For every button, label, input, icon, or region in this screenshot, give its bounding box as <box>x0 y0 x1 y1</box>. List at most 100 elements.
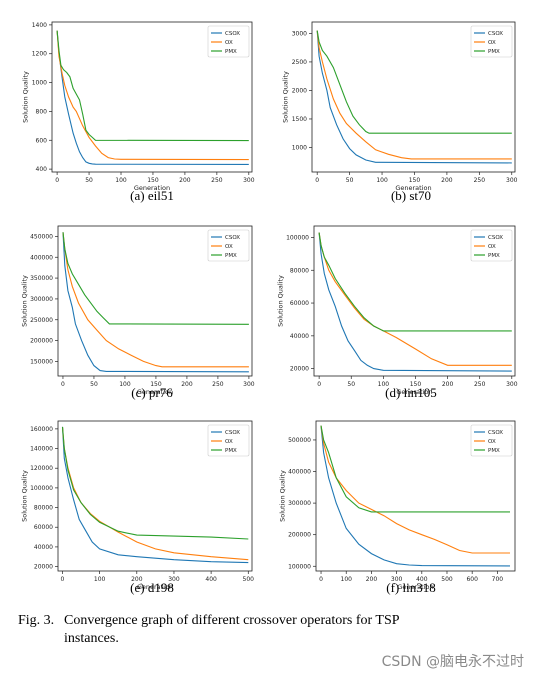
chart-3-xtick-label: 0 <box>317 381 321 388</box>
chart-1-xtick-label: 50 <box>346 177 354 184</box>
chart-1-legend-label-ox: OX <box>488 40 496 46</box>
chart-3-series-pmx-line <box>318 232 512 332</box>
subcaption-pr76: (c) pr76 <box>131 385 173 400</box>
chart-3-legend-label-csox: CSOX <box>488 235 503 241</box>
chart-2-frame <box>57 225 253 377</box>
chart-4-xtick-label: 400 <box>205 576 217 583</box>
chart-lin318: 0 100 200 300 400 500 600 700 100000 200000 300000… <box>278 420 516 591</box>
chart-2-legend-label-ox: OX <box>225 244 233 250</box>
chart-1-xtick-label: 150 <box>409 177 421 184</box>
chart-1-xtick-label: 0 <box>315 177 319 184</box>
chart-3-ytick-label: 40000 <box>290 333 309 340</box>
subcaption-eil51: (a) eil51 <box>130 188 174 203</box>
chart-5-ytick-label: 400000 <box>288 469 311 476</box>
chart-3-ylabel: Solution Quality <box>276 275 284 327</box>
chart-3-ytick-label: 20000 <box>290 366 309 373</box>
chart-lin105-svg: 0 50 100 150 200 250 300 20000 40000 60000 80000 10… <box>276 225 518 396</box>
chart-d198: 0 100 200 300 400 500 20000 40000 60000 80000 1000… <box>20 420 254 591</box>
chart-4-ytick-label: 100000 <box>30 485 53 492</box>
chart-1-xtick-label: 100 <box>376 177 388 184</box>
chart-4-legend-label-ox: OX <box>225 439 233 445</box>
chart-0-legend-box <box>207 25 250 58</box>
chart-1-frame <box>311 21 516 173</box>
chart-d198-svg: 0 100 200 300 400 500 20000 40000 60000 80000 1000… <box>20 420 254 591</box>
chart-1-legend-label-csox: CSOX <box>488 31 503 37</box>
chart-2-ytick-label: 300000 <box>30 296 53 303</box>
chart-4-legend-label-csox: CSOX <box>225 430 240 436</box>
chart-3-ytick-label: 60000 <box>290 300 309 307</box>
chart-1-xtick-label: 250 <box>474 177 486 184</box>
subcaption-lin318: (f) lin318 <box>386 580 436 595</box>
chart-3-series-ox-line <box>318 232 512 366</box>
chart-4-ytick-label: 60000 <box>34 524 53 531</box>
chart-5-ytick-label: 500000 <box>288 437 311 444</box>
chart-0-ytick-label: 1000 <box>32 80 47 87</box>
chart-2-ytick-label: 150000 <box>30 358 53 365</box>
chart-5-legend-label-csox: CSOX <box>488 430 503 436</box>
chart-3-xlabel: Generation <box>396 388 432 396</box>
chart-0-legend-label-ox: OX <box>225 40 233 46</box>
chart-5-legend-label-ox: OX <box>488 439 496 445</box>
chart-5-legend-label-pmx: PMX <box>488 448 500 454</box>
chart-5-frame <box>315 420 516 572</box>
chart-1-series-pmx-line <box>316 30 512 134</box>
chart-4-series-pmx-line <box>61 426 249 540</box>
chart-4-ytick-label: 120000 <box>30 465 53 472</box>
chart-5-xtick-label: 500 <box>441 576 453 583</box>
chart-1-ytick-label: 2000 <box>292 87 307 94</box>
chart-2-series-pmx-line <box>62 232 249 325</box>
chart-1-xtick-label: 300 <box>506 177 518 184</box>
chart-4-xlabel: Generation <box>137 583 173 591</box>
chart-2-legend-box <box>207 229 250 262</box>
chart-4-ytick-label: 40000 <box>34 544 53 551</box>
chart-1-series-csox-line <box>316 30 512 164</box>
chart-0-ytick-label: 800 <box>36 108 48 115</box>
figure-caption-line2: instances. <box>64 631 119 646</box>
chart-0-ytick-label: 600 <box>36 137 48 144</box>
chart-0-series-pmx-line <box>56 30 249 142</box>
chart-0-ytick-label: 1200 <box>32 51 47 58</box>
chart-5-xtick-label: 200 <box>366 576 378 583</box>
chart-5-ylabel: Solution Quality <box>278 470 286 522</box>
chart-1-ytick-label: 1000 <box>292 144 307 151</box>
chart-3-series-csox-line <box>318 232 512 372</box>
chart-0-xtick-label: 200 <box>179 177 191 184</box>
chart-0-xtick-label: 300 <box>243 177 255 184</box>
chart-0-ytick-label: 400 <box>36 166 48 173</box>
chart-2-xtick-label: 100 <box>119 381 131 388</box>
chart-0-series-csox-line <box>56 30 249 165</box>
figure-caption-line1: Convergence graph of different crossover… <box>64 613 400 628</box>
chart-0-xtick-label: 50 <box>85 177 93 184</box>
chart-lin105: 0 50 100 150 200 250 300 20000 40000 60000 80000 10… <box>276 225 518 396</box>
chart-st70: 0 50 100 150 200 250 300 1000 1500 2000 2500 3000 Ge… <box>282 21 518 192</box>
subcaption-st70: (b) st70 <box>390 188 432 203</box>
chart-3-legend-box <box>470 229 513 262</box>
chart-5-xtick-label: 400 <box>416 576 428 583</box>
chart-0-frame <box>51 21 253 173</box>
chart-2-xtick-label: 150 <box>150 381 162 388</box>
chart-0-series-ox-line <box>56 30 249 161</box>
chart-2-legend-label-pmx: PMX <box>225 253 237 259</box>
chart-eil51: 0 50 100 150 200 250 300 400 600 800 1000 1200 1400 G… <box>22 21 255 192</box>
chart-2-ytick-label: 350000 <box>30 275 53 282</box>
chart-2-ytick-label: 450000 <box>30 233 53 240</box>
chart-5-series-pmx-line <box>320 425 510 513</box>
chart-1-xtick-label: 200 <box>441 177 453 184</box>
chart-0-xtick-label: 0 <box>55 177 59 184</box>
chart-2-xtick-label: 250 <box>212 381 224 388</box>
chart-0-xlabel: Generation <box>134 184 170 192</box>
chart-4-ytick-label: 20000 <box>34 564 53 571</box>
chart-3-xtick-label: 250 <box>474 381 486 388</box>
chart-1-legend-label-pmx: PMX <box>488 49 500 55</box>
chart-1-series-ox-line <box>316 30 512 160</box>
chart-2-ylabel: Solution Quality <box>20 275 28 327</box>
chart-eil51-svg: 0 50 100 150 200 250 300 400 600 800 1000 1200 1400 G… <box>22 21 255 192</box>
chart-2-xtick-label: 200 <box>181 381 193 388</box>
chart-4-xtick-label: 0 <box>61 576 65 583</box>
chart-1-ytick-label: 2500 <box>292 59 307 66</box>
chart-2-series-ox-line <box>62 232 249 368</box>
chart-1-ytick-label: 1500 <box>292 116 307 123</box>
chart-3-ytick-label: 80000 <box>290 267 309 274</box>
watermark-text: CSDN @脑电永不过时 <box>381 654 524 670</box>
figure-caption: Fig. 3. Convergence graph of different cr… <box>18 612 478 648</box>
